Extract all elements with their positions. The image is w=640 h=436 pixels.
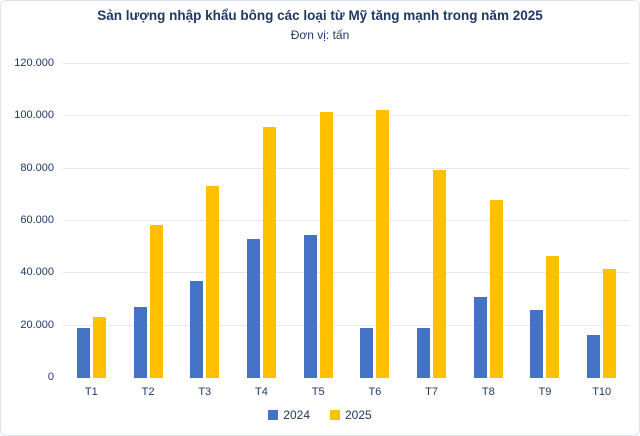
x-axis-label-T10: T10 xyxy=(592,386,612,398)
bar-group-T8 xyxy=(460,64,517,378)
y-axis-tick-label: 80.000 xyxy=(20,161,54,174)
legend-swatch-2024 xyxy=(268,410,279,420)
bar-groups xyxy=(63,64,630,378)
bar-group-T7 xyxy=(403,64,460,378)
chart-legend: 2024 2025 xyxy=(1,408,639,422)
x-axis-label-T8: T8 xyxy=(481,386,495,398)
chart-subtitle: Đơn vị: tấn xyxy=(290,28,350,42)
legend-item-2024: 2024 xyxy=(268,408,310,422)
bar-group-T5 xyxy=(290,64,347,378)
bar-group-T3 xyxy=(176,64,233,378)
x-axis-label-T3: T3 xyxy=(198,386,212,398)
y-axis-tick-label: 120.000 xyxy=(14,57,54,69)
x-axis-label-T4: T4 xyxy=(255,386,268,398)
bar-group-T10 xyxy=(573,64,630,378)
bar-2025-T4 xyxy=(262,126,276,378)
x-axis-label-T9: T9 xyxy=(538,386,552,398)
y-axis-tick-label: 100.000 xyxy=(14,109,54,122)
bar-group-T9 xyxy=(517,64,574,378)
bar-2024-T3 xyxy=(190,281,204,378)
bar-2024-T2 xyxy=(133,307,147,378)
y-axis-tick-label: 40.000 xyxy=(20,266,54,279)
gridline xyxy=(63,220,630,221)
bar-2024-T9 xyxy=(530,309,544,378)
x-axis-label-T6: T6 xyxy=(368,386,382,398)
bar-2025-T8 xyxy=(489,200,503,378)
bar-2025-T7 xyxy=(433,169,447,378)
x-axis-labels: T1 T2 T3 T4 T5 T6 T7 T8 T9 T10 xyxy=(63,386,630,398)
gridline xyxy=(63,324,630,326)
bar-2024-T4 xyxy=(246,239,260,378)
plot-area: 0 20.000 40.000 60.000 80.000 100.000 120.000 xyxy=(14,57,630,383)
chart-title: Sản lượng nhập khẩu bông các loại từ Mỹ … xyxy=(97,8,543,23)
legend-swatch-2025 xyxy=(330,410,340,420)
bar-2024-T7 xyxy=(417,328,431,378)
bar-2025-T1 xyxy=(92,316,106,378)
bar-2025-T5 xyxy=(319,112,333,378)
legend-label-2025: 2025 xyxy=(345,408,372,422)
gridline xyxy=(63,63,630,64)
bar-2025-T6 xyxy=(376,109,390,378)
bar-2024-T8 xyxy=(473,296,487,378)
bar-group-T2 xyxy=(120,64,177,378)
gridline xyxy=(63,272,630,274)
y-axis-tick-label: 0 xyxy=(47,371,54,383)
bar-group-T6 xyxy=(347,64,404,378)
bar-2025-T9 xyxy=(546,256,560,378)
y-axis-tick-label: 20.000 xyxy=(20,318,54,331)
x-axis-label-T7: T7 xyxy=(425,386,438,398)
legend-item-2025: 2025 xyxy=(330,408,372,422)
bar-group-T4 xyxy=(233,64,290,378)
bar-2024-T1 xyxy=(76,328,90,378)
bar-2024-T6 xyxy=(360,328,374,378)
gridline xyxy=(63,167,630,169)
bar-group-T1 xyxy=(63,64,120,378)
bar-2024-T10 xyxy=(587,334,601,378)
x-axis-label-T2: T2 xyxy=(141,386,155,398)
bar-2024-T5 xyxy=(303,235,317,378)
legend-label-2024: 2024 xyxy=(283,408,310,422)
gridline xyxy=(63,115,630,117)
bar-2025-T10 xyxy=(603,269,617,378)
x-axis-label-T1: T1 xyxy=(84,386,98,398)
bar-2025-T3 xyxy=(206,185,220,378)
x-axis-label-T5: T5 xyxy=(311,386,325,398)
bar-2025-T2 xyxy=(149,224,163,378)
y-axis-tick-label: 60.000 xyxy=(20,214,54,226)
